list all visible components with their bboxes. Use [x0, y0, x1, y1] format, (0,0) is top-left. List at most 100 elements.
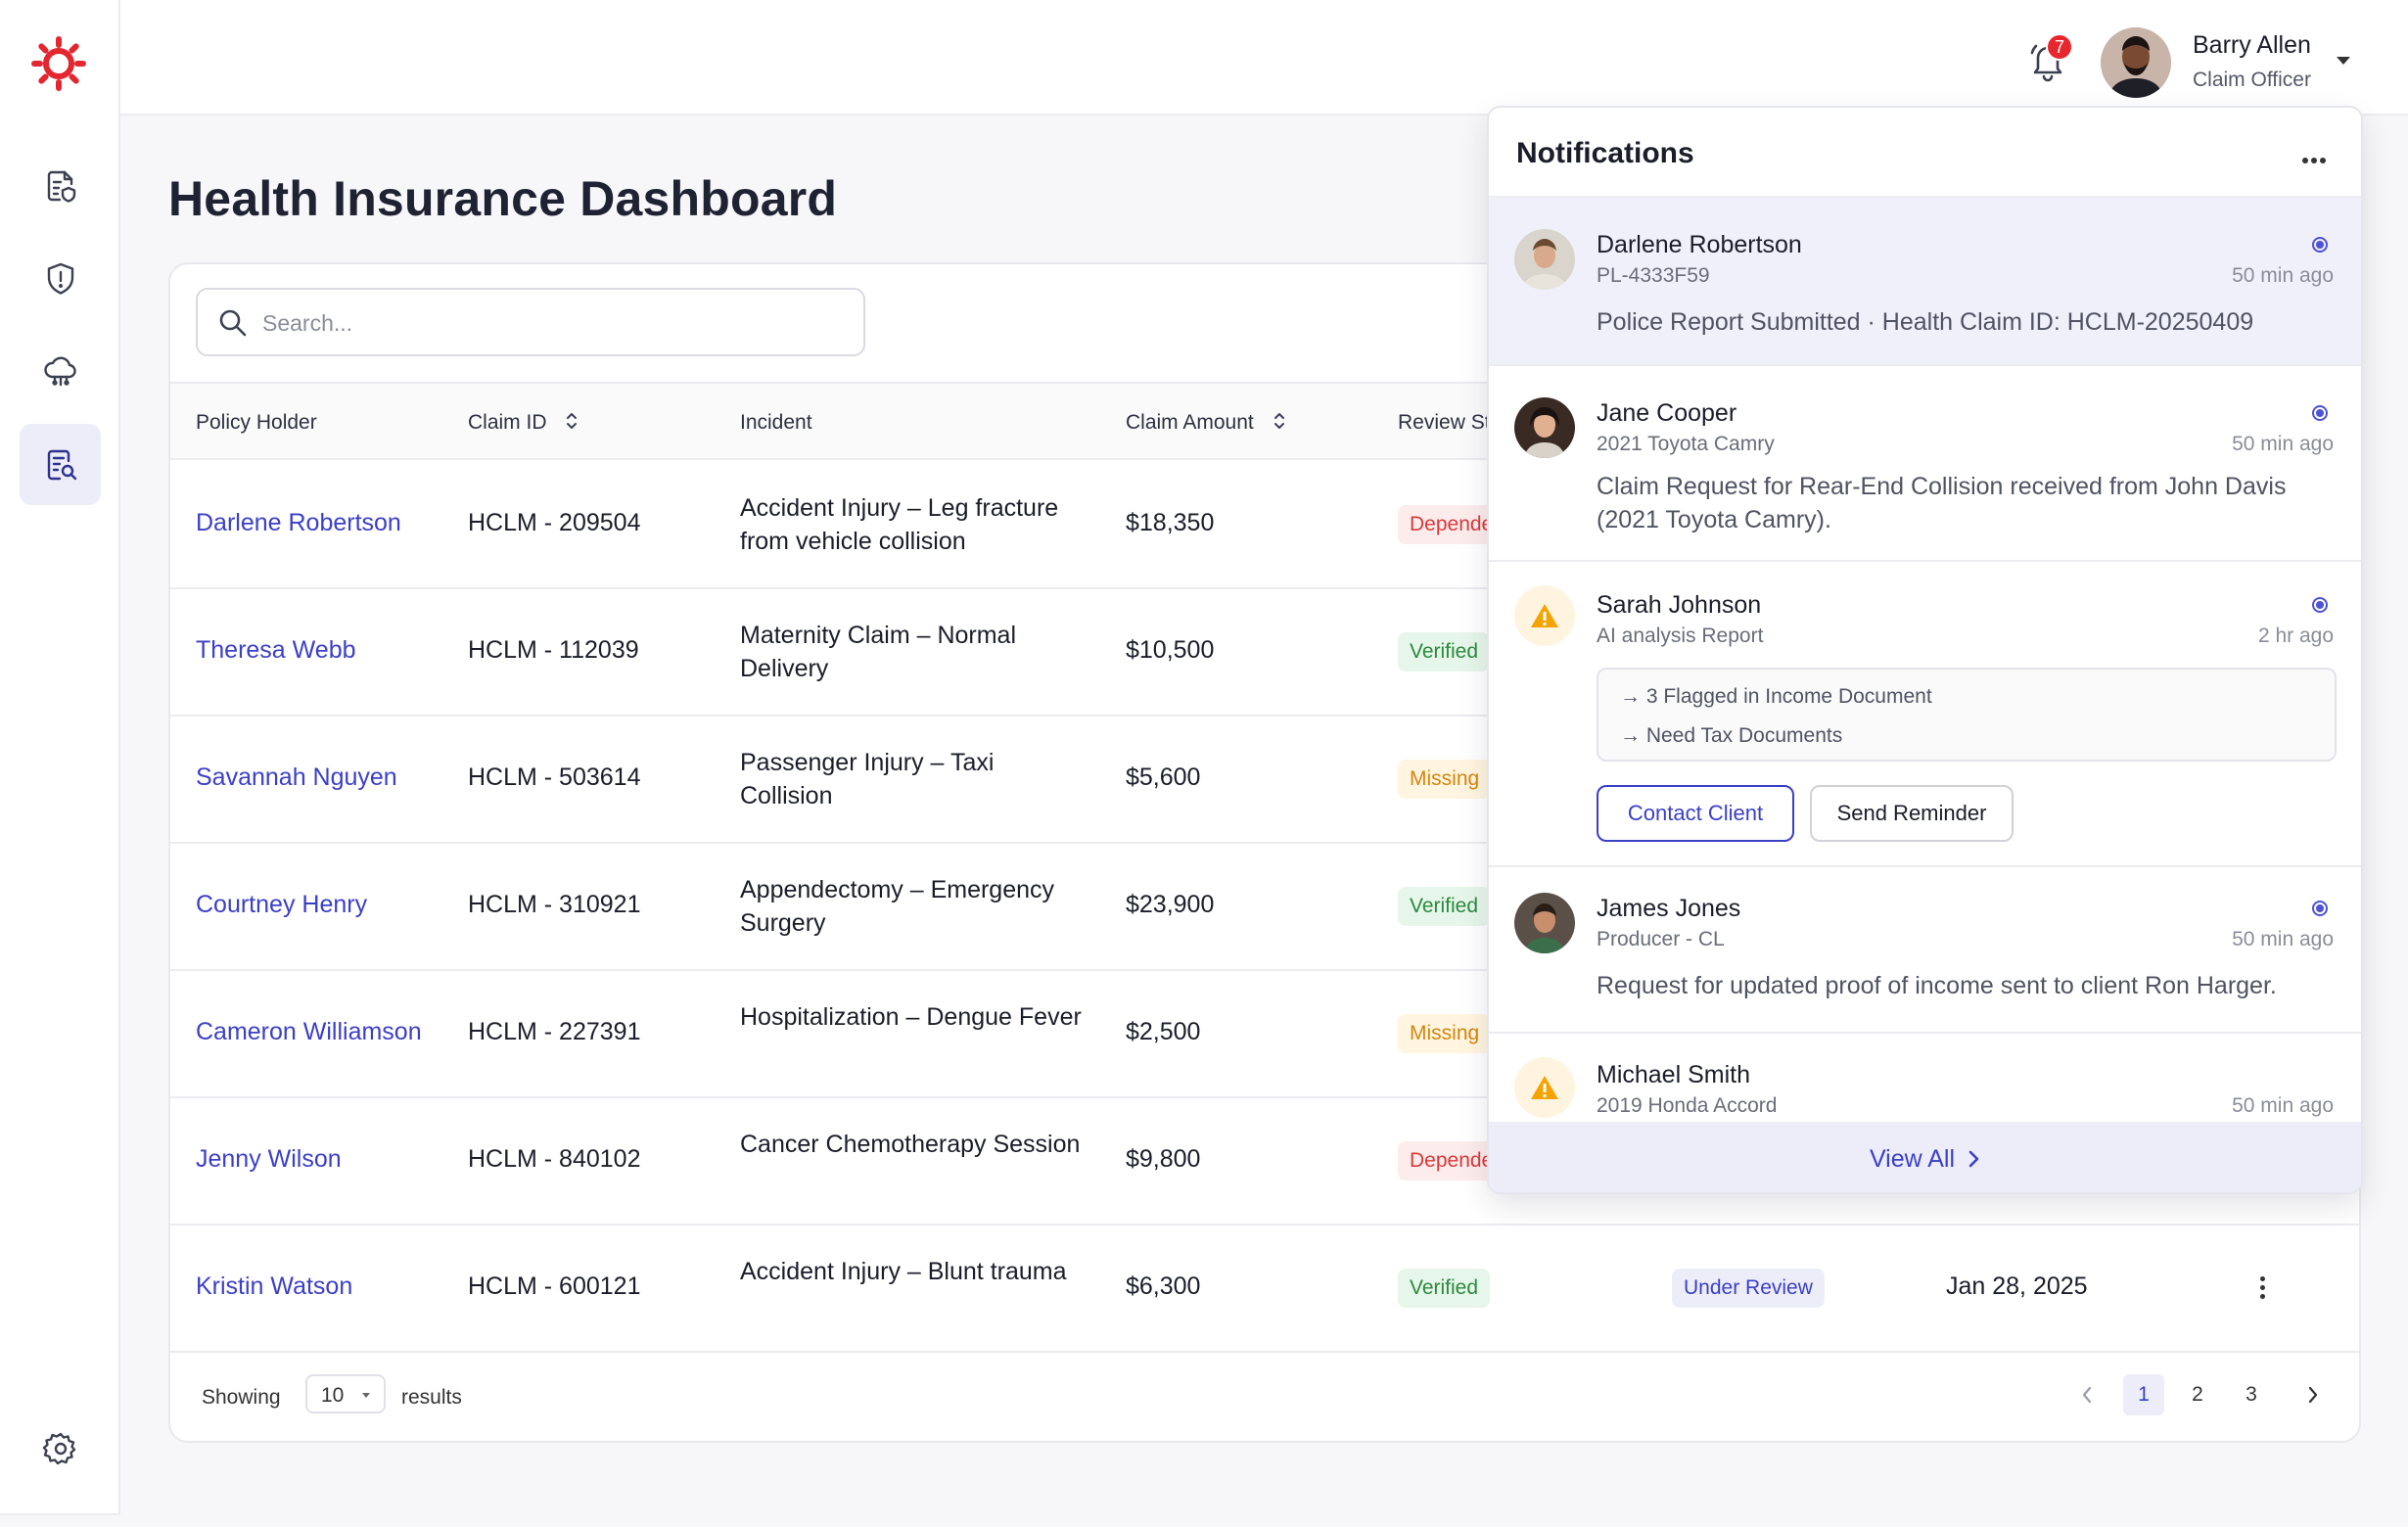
unread-dot-icon: [2312, 405, 2328, 421]
page-2-button[interactable]: 2: [2192, 1383, 2203, 1406]
avatar: [1514, 397, 1575, 458]
prev-page-button[interactable]: [2066, 1374, 2107, 1415]
notification-time: 2 hr ago: [2257, 625, 2334, 647]
notification-message: Claim Request for Rear-End Collision rec…: [1597, 473, 2287, 533]
unread-dot-icon: [2312, 901, 2328, 916]
search-input[interactable]: [262, 301, 840, 345]
notifications-header: Notifications: [1489, 108, 2361, 196]
notification-count-badge: 7: [2046, 33, 2073, 61]
notification-item[interactable]: Sarah Johnson AI analysis Report 2 hr ag…: [1489, 560, 2361, 865]
claim-id: HCLM - 112039: [468, 636, 639, 664]
nav-claims-review[interactable]: [20, 424, 101, 505]
table-row[interactable]: Savannah Nguyen HCLM - 503614 Passenger In…: [170, 717, 2359, 844]
contact-client-button[interactable]: Contact Client: [1597, 785, 1794, 842]
incident: Cancer Chemotherapy Session: [740, 1131, 1081, 1158]
unread-dot-icon: [2312, 597, 2328, 613]
avatar: [1514, 229, 1575, 290]
avatar: [1514, 585, 1575, 646]
sort-icon[interactable]: [566, 411, 578, 431]
col-claim-amount-label: Claim Amount: [1126, 411, 1254, 434]
incident: Accident Injury – Blunt trauma: [740, 1258, 1067, 1285]
search-box[interactable]: [196, 288, 865, 356]
claim-id: HCLM - 310921: [468, 891, 641, 918]
policy-holder-link[interactable]: Cameron Williamson: [196, 1018, 422, 1045]
col-policy-holder: Policy Holder: [196, 411, 317, 434]
policy-holder-link[interactable]: Savannah Nguyen: [196, 764, 397, 791]
claim-id: HCLM - 840102: [468, 1145, 641, 1173]
notification-time: 50 min ago: [2232, 264, 2334, 287]
claim-amount: $9,800: [1126, 1145, 1201, 1173]
nav-claims-documents[interactable]: [20, 145, 101, 226]
notification-time: 50 min ago: [2232, 433, 2334, 455]
incident: Maternity Claim – Normal Delivery: [740, 622, 1017, 682]
notification-sub: Producer - CL: [1597, 928, 1725, 950]
notification-item[interactable]: Darlene Robertson PL-4333F59 50 min ago …: [1489, 196, 2361, 364]
nav-cloud[interactable]: [20, 331, 101, 412]
review-status-badge: Missing: [1398, 760, 1492, 799]
col-incident: Incident: [740, 411, 812, 434]
claim-id: HCLM - 227391: [468, 1018, 641, 1045]
col-claim-id[interactable]: Claim ID: [468, 411, 578, 435]
notification-item[interactable]: James Jones Producer - CL 50 min ago Req…: [1489, 865, 2361, 1032]
user-role: Claim Officer: [2193, 69, 2311, 91]
row-actions-icon[interactable]: [2257, 1276, 2267, 1304]
incident: Accident Injury – Leg fracture from vehi…: [740, 494, 1059, 555]
nav-policies[interactable]: [20, 238, 101, 319]
claims-table-card: Policy Holder Claim ID Incident Claim Am…: [168, 262, 2361, 1443]
notification-item[interactable]: Michael Smith 2019 Honda Accord 50 min a…: [1489, 1032, 2361, 1122]
more-options-icon[interactable]: [2302, 151, 2332, 163]
avatar: [1514, 1057, 1575, 1118]
policy-holder-link[interactable]: Darlene Robertson: [196, 509, 401, 536]
per-page-select[interactable]: 10: [305, 1374, 386, 1413]
notification-message: Police Report Submitted · Health Claim I…: [1597, 308, 2254, 336]
policy-holder-link[interactable]: Kristin Watson: [196, 1272, 353, 1300]
document-search-icon: [47, 449, 76, 480]
user-portrait-icon: [2101, 27, 2171, 98]
policy-holder-link[interactable]: Courtney Henry: [196, 891, 368, 918]
warning-icon: [1531, 1076, 1558, 1099]
chevron-left-icon: [2082, 1386, 2092, 1404]
table-row[interactable]: Kristin Watson HCLM - 600121 Accident Inju…: [170, 1226, 2359, 1353]
notifications-panel: Notifications Darlene Robertson PL-4333F…: [1487, 106, 2363, 1194]
view-all-button[interactable]: View All: [1489, 1122, 2361, 1192]
chevron-right-icon: [2308, 1386, 2318, 1404]
per-page-value: 10: [321, 1384, 345, 1407]
table-row[interactable]: Theresa Webb HCLM - 112039 Maternity Claim…: [170, 589, 2359, 717]
notification-name: Sarah Johnson: [1597, 591, 1762, 619]
view-all-label: View All: [1869, 1144, 1956, 1173]
nav-settings[interactable]: [20, 1408, 101, 1489]
table-row[interactable]: Cameron Williamson HCLM - 227391 Hospitali…: [170, 971, 2359, 1098]
avatar: [1514, 893, 1575, 953]
col-review-status: Review St: [1398, 411, 1491, 434]
review-status-badge: Verified: [1398, 887, 1491, 926]
next-page-button[interactable]: [2292, 1374, 2334, 1415]
ai-analysis-line: → 3 Flagged in Income Document: [1620, 685, 1932, 708]
notification-name: Darlene Robertson: [1597, 231, 1802, 258]
policy-holder-link[interactable]: Jenny Wilson: [196, 1145, 342, 1173]
claim-id: HCLM - 600121: [468, 1272, 641, 1300]
notifications-title: Notifications: [1516, 137, 1694, 169]
search-icon: [219, 309, 247, 337]
review-status-badge: Missing: [1398, 1014, 1492, 1053]
user-avatar[interactable]: [2101, 27, 2171, 98]
claim-status-badge: Under Review: [1672, 1269, 1825, 1308]
notification-item[interactable]: Jane Cooper 2021 Toyota Camry 50 min ago…: [1489, 364, 2361, 560]
claim-amount: $6,300: [1126, 1272, 1201, 1300]
notification-sub: AI analysis Report: [1597, 625, 1764, 647]
page-1-button[interactable]: 1: [2123, 1374, 2164, 1415]
send-reminder-button[interactable]: Send Reminder: [1810, 785, 2014, 842]
user-name[interactable]: Barry Allen: [2193, 31, 2311, 59]
table-row[interactable]: Courtney Henry HCLM - 310921 Appendectomy …: [170, 844, 2359, 971]
ai-analysis-box: → 3 Flagged in Income Document → Need Ta…: [1597, 668, 2337, 762]
notification-time: 50 min ago: [2232, 1094, 2334, 1117]
page-3-button[interactable]: 3: [2246, 1383, 2257, 1406]
sidebar: [0, 0, 120, 1515]
sort-icon[interactable]: [1273, 411, 1285, 431]
col-claim-amount[interactable]: Claim Amount: [1126, 411, 1285, 435]
unread-dot-icon: [2312, 237, 2328, 253]
brand-logo[interactable]: [30, 35, 87, 92]
policy-holder-link[interactable]: Theresa Webb: [196, 636, 356, 664]
notification-sub: 2019 Honda Accord: [1597, 1094, 1778, 1117]
chevron-right-icon: [1968, 1150, 1979, 1168]
user-menu-caret-icon[interactable]: [2337, 57, 2350, 65]
